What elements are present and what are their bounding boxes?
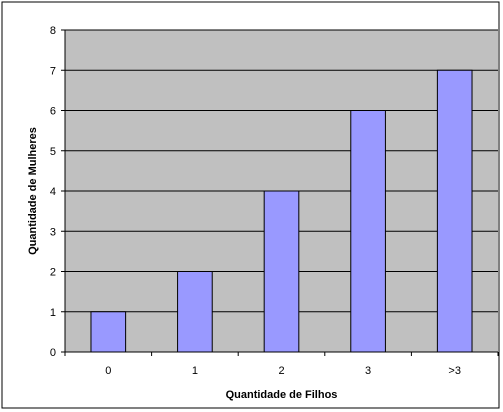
y-tick-label: 1 bbox=[50, 307, 56, 319]
x-tick-label: 1 bbox=[192, 365, 198, 377]
x-tick-label: 0 bbox=[105, 365, 111, 377]
bar bbox=[90, 311, 127, 353]
y-tick-labels: 0 1 2 3 4 5 6 7 8 bbox=[50, 25, 56, 359]
y-tick-label: 6 bbox=[50, 106, 56, 118]
axes bbox=[61, 29, 499, 356]
x-tick-labels: 0 1 2 3 >3 bbox=[105, 365, 461, 377]
y-tick-label: 5 bbox=[50, 146, 56, 158]
y-axis-title: Quantidade de Mulheres bbox=[27, 127, 39, 255]
x-axis-title: Quantidade de Filhos bbox=[226, 389, 338, 401]
bar bbox=[263, 190, 300, 353]
y-tick-label: 3 bbox=[50, 226, 56, 238]
bars bbox=[90, 69, 473, 353]
bar bbox=[177, 271, 213, 353]
bar bbox=[436, 69, 473, 353]
y-tick-label: 4 bbox=[50, 186, 56, 198]
y-tick-label: 7 bbox=[50, 65, 56, 77]
y-tick-label: 8 bbox=[50, 25, 56, 37]
x-tick-label: >3 bbox=[448, 365, 461, 377]
bar bbox=[350, 110, 386, 353]
x-tick-label: 3 bbox=[365, 365, 371, 377]
y-tick-label: 2 bbox=[50, 267, 56, 279]
y-tick-label: 0 bbox=[50, 347, 56, 359]
x-tick-label: 2 bbox=[278, 365, 284, 377]
